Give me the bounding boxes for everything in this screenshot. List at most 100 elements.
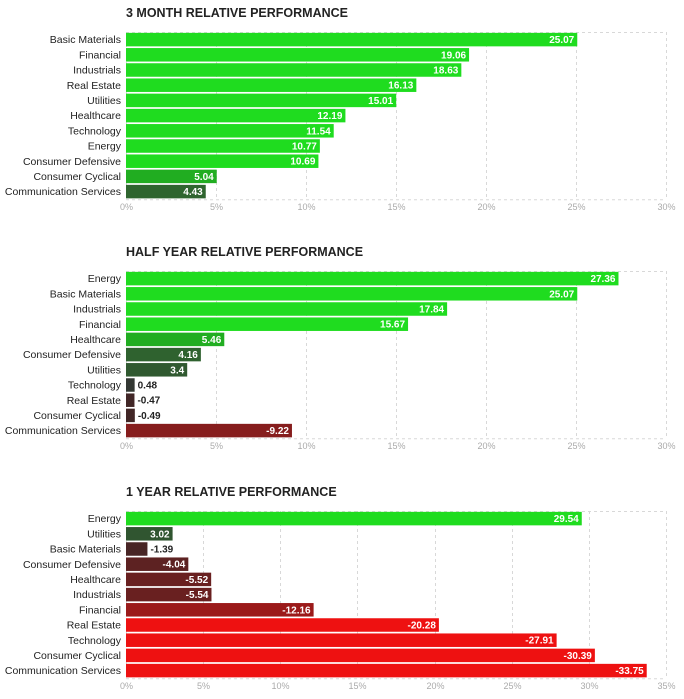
bar[interactable] (126, 587, 212, 602)
value-label: -27.91 (525, 636, 554, 647)
x-tick-label: 0% (120, 202, 133, 212)
bar[interactable] (126, 154, 319, 168)
category-label: Communication Services (5, 425, 121, 437)
bar[interactable] (126, 302, 448, 316)
category-label: Utilities (87, 364, 121, 376)
bar[interactable] (126, 423, 292, 438)
value-label: -20.28 (408, 621, 437, 632)
bar[interactable] (126, 287, 578, 301)
bar[interactable] (126, 78, 417, 92)
bar[interactable] (126, 663, 647, 678)
chart-title: HALF YEAR RELATIVE PERFORMANCE (126, 245, 363, 259)
x-tick-label: 20% (426, 681, 444, 691)
value-label: 0.48 (138, 381, 158, 392)
category-label: Industrials (73, 65, 121, 77)
x-tick-label: 0% (120, 681, 133, 691)
value-label: -5.54 (186, 590, 209, 601)
bar[interactable] (126, 393, 135, 407)
category-label: Basic Materials (50, 544, 121, 556)
bar[interactable] (126, 557, 189, 571)
bar[interactable] (126, 633, 557, 647)
value-label: 5.04 (194, 172, 214, 183)
category-label: Consumer Cyclical (33, 171, 121, 183)
category-label: Consumer Defensive (23, 156, 121, 168)
category-label: Real Estate (67, 620, 121, 632)
x-tick-label: 10% (271, 681, 289, 691)
category-label: Energy (88, 141, 122, 153)
bar[interactable] (126, 124, 334, 138)
x-tick-label: 30% (580, 681, 598, 691)
bar[interactable] (126, 93, 397, 108)
bar[interactable] (126, 572, 212, 587)
category-label: Financial (79, 319, 121, 331)
value-label: -1.39 (150, 545, 173, 556)
value-label: 4.16 (178, 350, 198, 361)
x-tick-label: 25% (503, 681, 521, 691)
value-label: -4.04 (163, 560, 186, 571)
value-label: 11.54 (306, 126, 331, 137)
value-label: 16.13 (388, 81, 413, 92)
category-label: Healthcare (70, 574, 121, 586)
x-tick-label: 10% (297, 202, 315, 212)
bar[interactable] (126, 603, 314, 617)
category-label: Financial (79, 604, 121, 616)
bar[interactable] (126, 332, 225, 347)
bar[interactable] (126, 618, 439, 632)
value-label: 3.02 (150, 529, 170, 540)
value-label: 17.84 (419, 305, 444, 316)
x-tick-label: 20% (477, 202, 495, 212)
chart-title: 1 YEAR RELATIVE PERFORMANCE (126, 485, 337, 499)
chart-3: 1 YEAR RELATIVE PERFORMANCE 0% 5% 10% 15% 20%… (5, 485, 676, 691)
x-tick-label: 25% (567, 441, 585, 451)
x-tick-label: 5% (210, 441, 223, 451)
bar[interactable] (126, 527, 173, 541)
category-label: Communication Services (5, 665, 121, 677)
category-label: Technology (68, 635, 122, 647)
category-label: Industrials (73, 304, 121, 316)
category-label: Consumer Cyclical (33, 410, 121, 422)
chart-1: 3 MONTH RELATIVE PERFORMANCE 0% 5% 10% 15% 20… (5, 6, 676, 212)
category-label: Real Estate (67, 395, 121, 407)
bar[interactable] (126, 648, 595, 663)
bar[interactable] (126, 363, 188, 377)
bar[interactable] (126, 271, 619, 286)
bar[interactable] (126, 378, 135, 392)
category-label: Utilities (87, 95, 121, 107)
category-label: Real Estate (67, 80, 121, 92)
x-tick-label: 15% (348, 681, 366, 691)
value-label: 29.54 (554, 514, 579, 525)
bar[interactable] (126, 32, 578, 47)
x-tick-label: 15% (387, 441, 405, 451)
bar[interactable] (126, 347, 201, 362)
x-tick-label: 30% (657, 202, 675, 212)
category-label: Energy (88, 273, 122, 285)
bar[interactable] (126, 542, 148, 556)
x-tick-label: 5% (197, 681, 210, 691)
value-label: 4.43 (183, 187, 203, 198)
bar[interactable] (126, 108, 346, 123)
category-label: Financial (79, 49, 121, 61)
value-label: 27.36 (590, 274, 615, 285)
category-label: Technology (68, 380, 122, 392)
chart-title: 3 MONTH RELATIVE PERFORMANCE (126, 6, 348, 20)
bar[interactable] (126, 408, 135, 423)
category-label: Basic Materials (50, 288, 121, 300)
x-tick-label: 5% (210, 202, 223, 212)
bar[interactable] (126, 317, 409, 331)
bar[interactable] (126, 511, 582, 526)
category-label: Healthcare (70, 110, 121, 122)
category-label: Communication Services (5, 186, 121, 198)
x-tick-label: 25% (567, 202, 585, 212)
bar[interactable] (126, 63, 462, 77)
value-label: 25.07 (549, 289, 574, 300)
value-label: 3.4 (170, 365, 184, 376)
value-label: 15.67 (380, 320, 405, 331)
value-label: 15.01 (368, 96, 393, 107)
bar[interactable] (126, 184, 206, 199)
value-label: -5.52 (185, 575, 208, 586)
bar[interactable] (126, 48, 470, 62)
bar[interactable] (126, 139, 320, 153)
value-label: 19.06 (441, 50, 466, 61)
bar[interactable] (126, 169, 217, 184)
